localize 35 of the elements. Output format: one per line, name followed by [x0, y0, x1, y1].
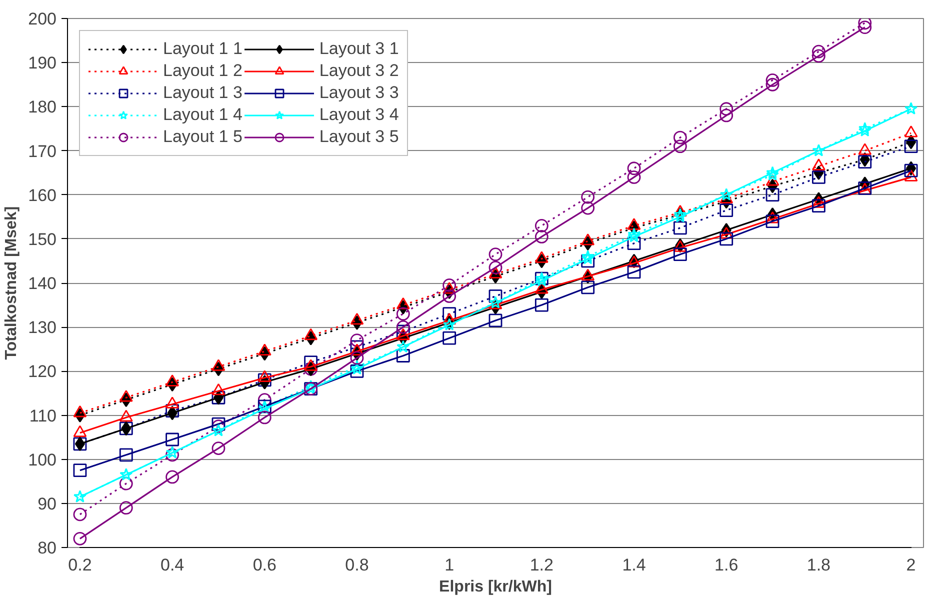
x-tick-label: 1.2	[530, 556, 554, 574]
x-tick-label: 1.6	[714, 556, 738, 574]
legend-label: Layout 3 2	[319, 61, 399, 81]
y-tick-label: 130	[28, 318, 57, 338]
y-tick-label: 140	[28, 274, 57, 293]
y-tick-label: 80	[38, 538, 57, 558]
legend-label: Layout 3 4	[319, 105, 399, 125]
legend-label: Layout 3 1	[319, 39, 399, 59]
legend-label: Layout 3 5	[319, 127, 399, 147]
x-tick-label: 0.8	[345, 556, 369, 574]
y-tick-label: 200	[28, 10, 57, 28]
y-tick-label: 170	[28, 142, 57, 161]
x-tick-label: 1.4	[622, 556, 646, 574]
x-tick-label: 1.8	[806, 556, 831, 574]
legend-label: Layout 3 3	[319, 83, 399, 103]
y-tick-label: 160	[28, 186, 57, 205]
y-axis-title: Totalkostnad [Msek]	[3, 206, 20, 360]
legend-label: Layout 1 3	[163, 83, 242, 103]
legend-label: Layout 1 1	[163, 39, 242, 59]
x-tick-label: 0.6	[252, 556, 276, 574]
legend-label: Layout 1 5	[163, 127, 242, 147]
x-tick-label: 0.4	[160, 556, 184, 574]
x-tick-label: 0.2	[68, 556, 92, 574]
x-tick-label: 2	[906, 556, 916, 574]
x-axis-title: Elpris [kr/kWh]	[439, 578, 552, 596]
legend-label: Layout 1 4	[163, 105, 242, 125]
y-tick-label: 90	[38, 494, 57, 514]
legend-label: Layout 1 2	[163, 61, 242, 81]
y-tick-label: 190	[28, 54, 57, 73]
y-tick-label: 120	[28, 362, 57, 382]
y-tick-label: 100	[28, 450, 57, 470]
y-tick-label: 180	[28, 98, 57, 117]
y-tick-label: 110	[29, 406, 57, 426]
x-tick-label: 1	[444, 556, 454, 574]
y-tick-label: 150	[28, 230, 57, 249]
